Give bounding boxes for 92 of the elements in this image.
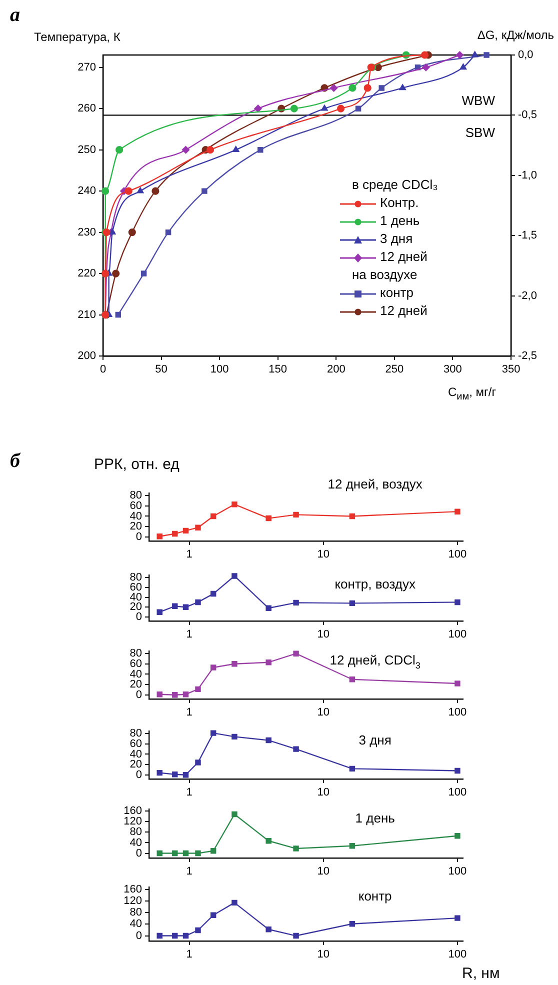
y-tick-label: 40 <box>130 510 142 522</box>
x-tick-label: 10 <box>317 628 330 641</box>
y-tick-label: 220 <box>78 268 96 280</box>
x-tick-label: 200 <box>326 364 346 376</box>
x-tick-label: 10 <box>317 948 330 961</box>
y-tick-label: 80 <box>130 490 142 502</box>
x-tick-label: 1 <box>186 948 192 961</box>
y-tick-label: 120 <box>124 894 142 907</box>
x-tick-label: 250 <box>385 364 404 376</box>
y-tick-label: 60 <box>130 738 142 750</box>
y-tick-label: 60 <box>130 500 142 512</box>
annotation: SBW <box>465 125 496 140</box>
legend-label: 3 дня <box>379 230 414 248</box>
chart-title: 3 дня <box>358 732 392 748</box>
y-tick-label: 240 <box>78 185 96 198</box>
x-tick-label: 100 <box>448 786 467 799</box>
y-tick-label: 40 <box>130 591 142 604</box>
y-tick-label: 20 <box>130 758 142 771</box>
x-tick-label: 150 <box>268 364 288 376</box>
legend-label: 1 день <box>379 212 421 230</box>
y-tick-label: 0 <box>136 611 142 624</box>
legend-label: контр <box>379 284 414 302</box>
legend-label: 12 дней <box>379 302 428 320</box>
y-tick-label: 120 <box>124 816 142 828</box>
y2-tick-label: -0,5 <box>518 109 537 122</box>
x-tick-label: 100 <box>448 548 467 561</box>
chart-title: 12 дней, воздух <box>328 476 423 492</box>
y-tick-label: 230 <box>78 226 96 238</box>
y-axis-title: Температура, К <box>34 30 120 44</box>
x-tick-label: 1 <box>186 628 192 641</box>
y-tick-label: 270 <box>78 61 96 74</box>
chart-title: контр, воздух <box>334 576 416 592</box>
y-tick-label: 0 <box>136 768 142 781</box>
y2-tick-label: 0,0 <box>518 49 534 62</box>
x-tick-label: 10 <box>317 786 330 799</box>
y2-axis-title: ΔG, кДж/моль <box>477 28 554 42</box>
y-tick-label: 40 <box>130 668 142 680</box>
annotation: в среде CDCl₃ <box>351 176 438 194</box>
chart-title: 1 день <box>355 810 396 826</box>
y-tick-label: 20 <box>130 601 142 614</box>
y-tick-label: 40 <box>130 836 142 849</box>
x-tick-label: 100 <box>210 364 229 376</box>
y-tick-label: 0 <box>136 930 142 942</box>
y-tick-label: 260 <box>78 102 96 115</box>
y2-tick-label: -1,5 <box>518 230 537 242</box>
x-tick-label: 300 <box>444 364 462 376</box>
x-tick-label: 100 <box>448 948 467 961</box>
y2-tick-label: -1,0 <box>518 169 537 182</box>
y-tick-label: 60 <box>130 581 142 594</box>
y-tick-label: 20 <box>130 520 142 533</box>
y-tick-label: 60 <box>130 658 142 670</box>
y2-tick-label: -2,0 <box>518 290 537 302</box>
legend-label: 12 дней <box>379 248 428 266</box>
text: б <box>10 450 20 473</box>
x-tick-label: 0 <box>100 364 106 376</box>
x-tick-label: 1 <box>186 548 192 561</box>
y-tick-label: 0 <box>136 688 142 701</box>
x-tick-label: 10 <box>317 706 330 719</box>
x-axis-title: C$_{им}$, мг/г <box>448 385 496 402</box>
y-tick-label: 160 <box>124 883 142 896</box>
x-tick-label: 10 <box>317 866 330 878</box>
x-tick-label: 10 <box>317 548 330 561</box>
x-axis-title: R, нм <box>462 965 500 982</box>
y-tick-label: 20 <box>130 678 142 691</box>
y-tick-label: 0 <box>136 530 142 543</box>
x-tick-label: 1 <box>186 706 192 719</box>
y-tick-label: 80 <box>130 728 142 740</box>
y-tick-label: 200 <box>78 350 96 362</box>
chart-title: контр <box>358 888 392 904</box>
y-tick-label: 210 <box>78 308 96 321</box>
y2-tick-label: -2,5 <box>518 350 537 362</box>
x-tick-label: 350 <box>502 364 520 376</box>
y-tick-label: 160 <box>124 805 142 818</box>
y-tick-label: 80 <box>130 906 142 919</box>
y-axis-title: РРК, отн. ед <box>94 456 180 473</box>
y-tick-label: 80 <box>130 648 142 660</box>
annotation: WBW <box>462 93 496 108</box>
y-tick-label: 0 <box>136 847 142 860</box>
y-tick-label: 40 <box>130 918 142 930</box>
y-tick-label: 40 <box>130 748 142 760</box>
y-tick-label: 80 <box>130 572 142 584</box>
chart-title: а <box>10 4 20 27</box>
x-tick-label: 1 <box>186 866 192 878</box>
x-tick-label: 100 <box>448 866 467 878</box>
x-tick-label: 100 <box>448 706 467 719</box>
y-tick-label: 250 <box>78 144 96 156</box>
annotation: на воздухе <box>351 266 418 284</box>
x-tick-label: 50 <box>155 364 168 376</box>
x-tick-label: 100 <box>448 628 467 641</box>
x-tick-label: 1 <box>186 786 192 799</box>
legend-label: Контр. <box>379 194 420 212</box>
y-tick-label: 80 <box>130 826 142 838</box>
